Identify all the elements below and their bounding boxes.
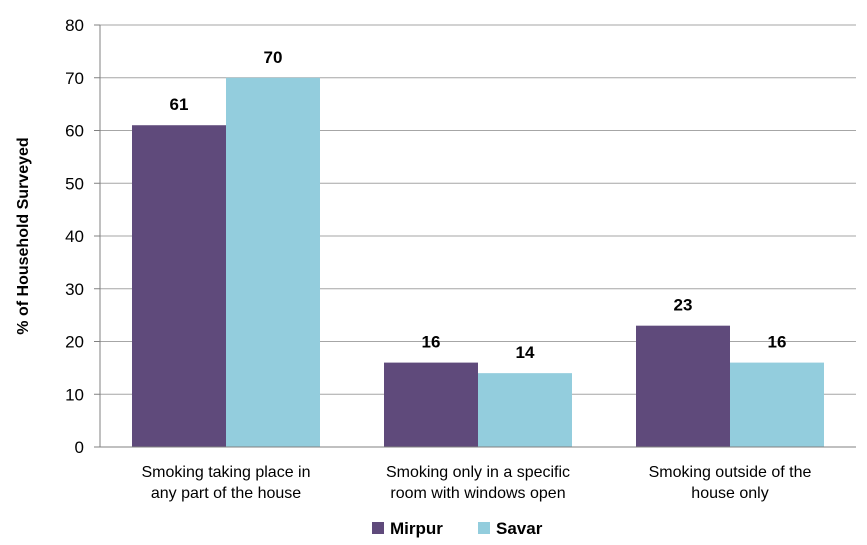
- y-axis-label: % of Household Surveyed: [15, 137, 32, 334]
- bar-mirpur-1: [384, 362, 478, 447]
- y-axis-ticks: 0 10 20 30 40 50 60 70 80: [65, 16, 100, 457]
- bars: [132, 77, 824, 447]
- bar-savar-2: [730, 362, 824, 447]
- category-label: Smoking outside of the house only: [649, 464, 812, 502]
- data-label: 61: [170, 95, 189, 114]
- y-tick-label: 70: [65, 69, 84, 88]
- y-tick-label: 80: [65, 16, 84, 35]
- y-tick-label: 50: [65, 174, 84, 193]
- legend-label-mirpur: Mirpur: [390, 519, 443, 538]
- category-labels: Smoking taking place in any part of the h…: [142, 464, 812, 502]
- category-label: Smoking only in a specific room with wind…: [386, 464, 570, 502]
- legend-swatch-savar: [478, 522, 490, 534]
- y-tick-label: 10: [65, 385, 84, 404]
- data-label: 16: [768, 333, 787, 352]
- data-label: 23: [674, 296, 693, 315]
- y-tick-label: 30: [65, 280, 84, 299]
- axes: [99, 25, 856, 448]
- y-tick-label: 0: [75, 438, 84, 457]
- bar-savar-0: [226, 77, 320, 447]
- data-labels: 61 70 16 14 23 16: [170, 48, 787, 362]
- bar-mirpur-0: [132, 125, 226, 447]
- bar-mirpur-2: [636, 325, 730, 447]
- data-label: 16: [422, 333, 441, 352]
- category-label: Smoking taking place in any part of the h…: [142, 464, 311, 502]
- legend: Mirpur Savar: [372, 519, 543, 538]
- y-tick-label: 40: [65, 227, 84, 246]
- legend-swatch-mirpur: [372, 522, 384, 534]
- y-tick-label: 20: [65, 333, 84, 352]
- y-tick-label: 60: [65, 122, 84, 141]
- legend-label-savar: Savar: [496, 519, 543, 538]
- bar-savar-1: [478, 373, 572, 447]
- data-label: 14: [516, 343, 535, 362]
- data-label: 70: [264, 48, 283, 67]
